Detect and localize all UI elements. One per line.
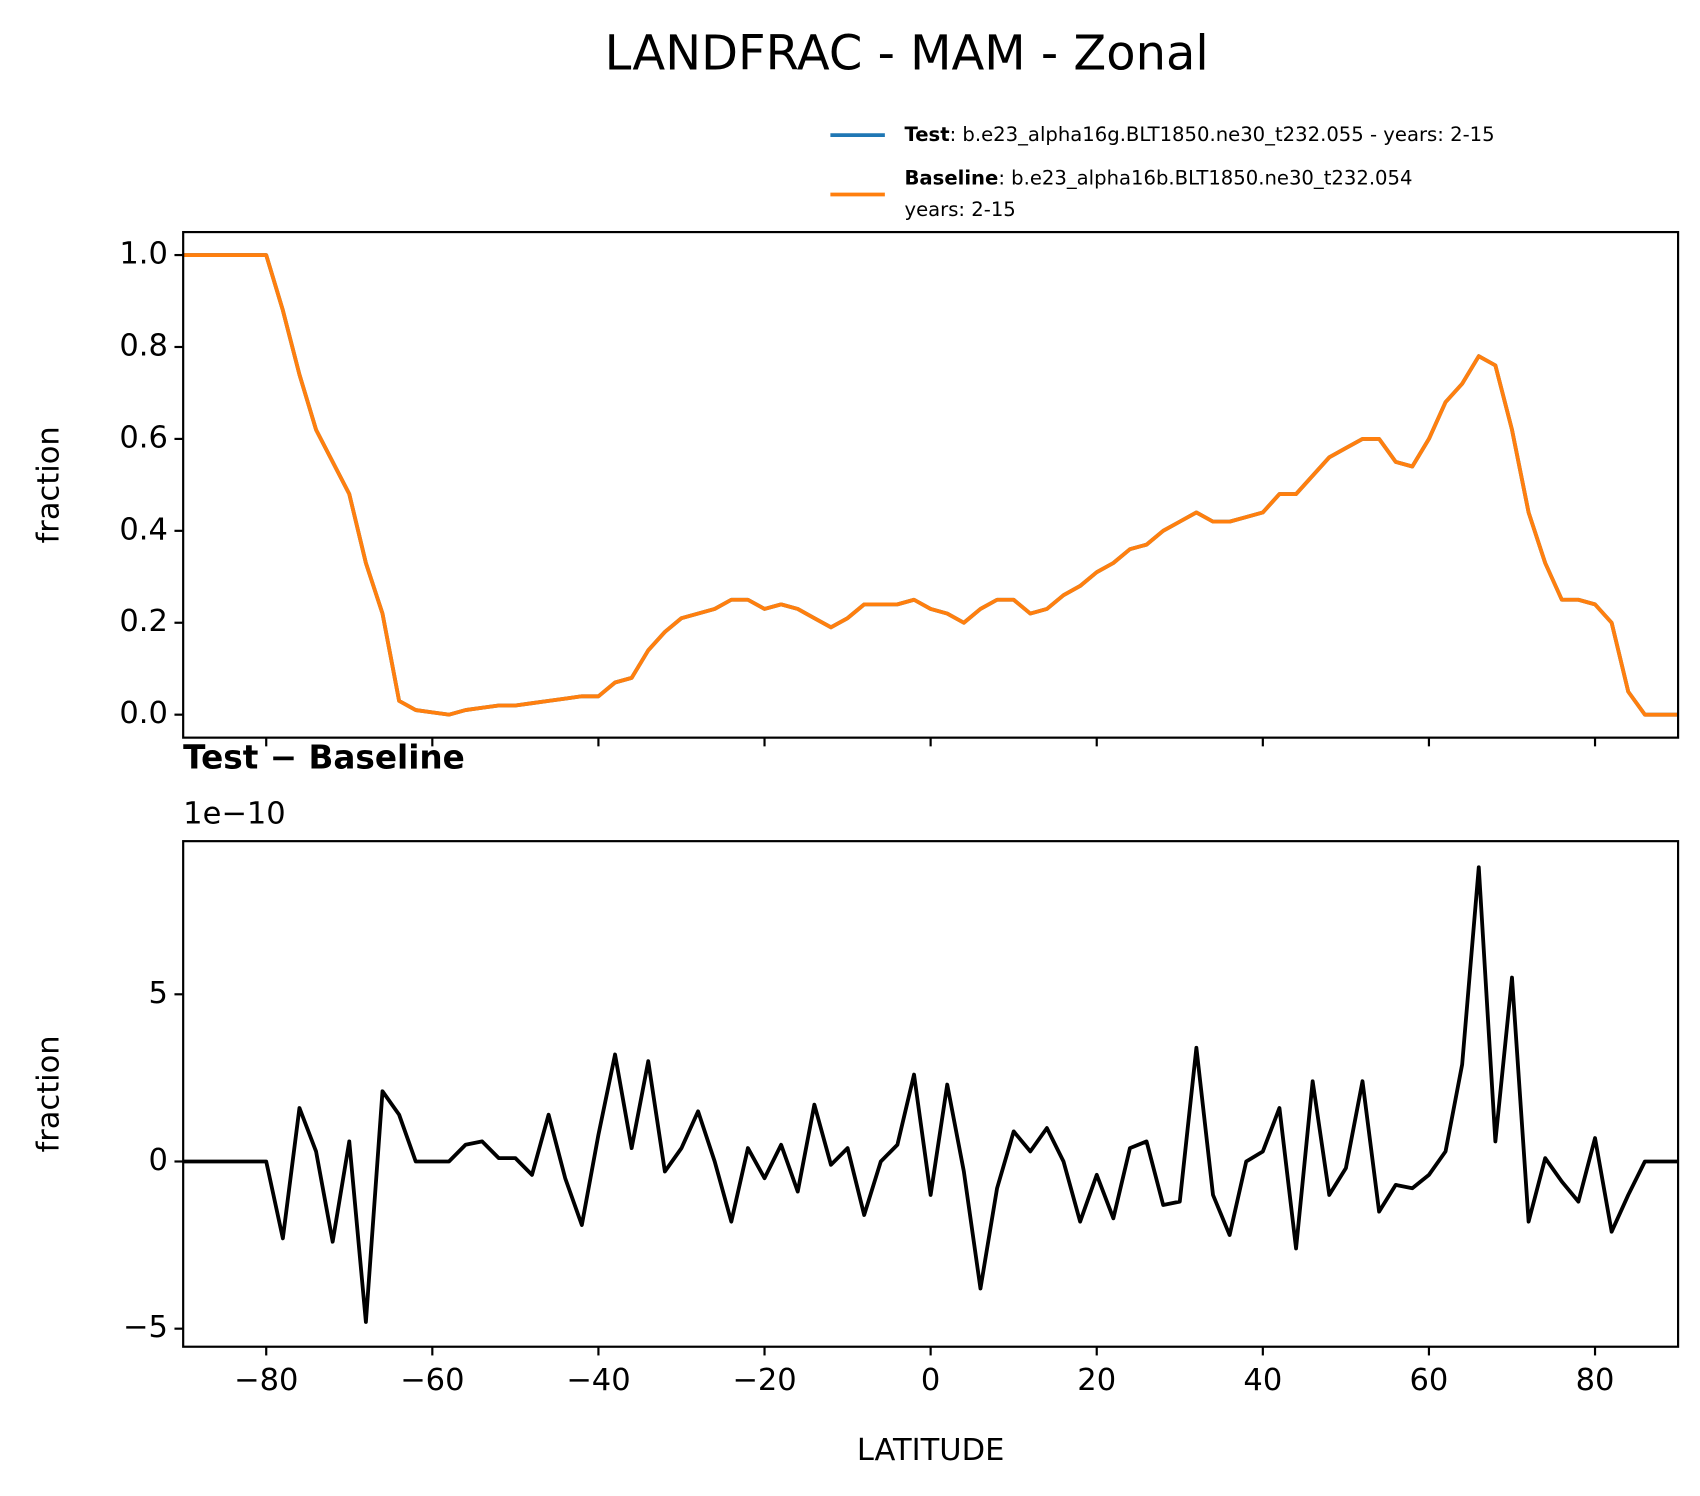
y-axis-label: fraction xyxy=(32,1035,67,1152)
y-tick-label: 5 xyxy=(149,976,168,1011)
y-tick-label: 0.8 xyxy=(119,328,168,363)
y-tick-label: 1.0 xyxy=(119,237,168,272)
y-tick-label: 0 xyxy=(149,1143,168,1178)
offset-label: 1e−10 xyxy=(183,797,286,832)
x-tick-label: −60 xyxy=(400,1363,464,1398)
legend-name: Baseline xyxy=(904,166,998,189)
subplot-title: Test − Baseline xyxy=(183,738,465,776)
axes-frame xyxy=(182,840,1680,1348)
legend-name: Test xyxy=(904,123,949,146)
x-tick-label: −80 xyxy=(234,1363,298,1398)
y-axis-label: fraction xyxy=(32,426,67,543)
legend-label: Baseline: b.e23_alpha16b.BLT1850.ne30_t2… xyxy=(904,166,1412,189)
legend-detail: : b.e23_alpha16b.BLT1850.ne30_t232.054 xyxy=(998,166,1412,189)
y-tick-label: 0.6 xyxy=(119,420,168,455)
series-line xyxy=(183,865,1679,1324)
x-tick-label: 40 xyxy=(1243,1363,1282,1398)
series-line xyxy=(183,253,1679,717)
x-tick-label: 80 xyxy=(1576,1363,1615,1398)
x-tick-label: 20 xyxy=(1077,1363,1116,1398)
legend-detail: : b.e23_alpha16g.BLT1850.ne30_t232.055 -… xyxy=(950,123,1495,146)
x-tick-label: 60 xyxy=(1410,1363,1449,1398)
y-tick-label: 0.2 xyxy=(119,604,168,639)
legend-label: Test: b.e23_alpha16g.BLT1850.ne30_t232.0… xyxy=(904,123,1494,146)
x-tick-label: 0 xyxy=(921,1363,940,1398)
y-tick-label: −5 xyxy=(123,1310,168,1345)
figure-title: LANDFRAC - MAM - Zonal xyxy=(605,27,1209,82)
x-axis-label: LATITUDE xyxy=(857,1433,1005,1468)
legend-detail: years: 2-15 xyxy=(904,198,1015,221)
x-tick-label: −20 xyxy=(732,1363,796,1398)
y-tick-label: 0.4 xyxy=(119,512,168,547)
axes-frame xyxy=(182,230,1680,739)
y-tick-label: 0.0 xyxy=(119,696,168,731)
x-tick-label: −40 xyxy=(566,1363,630,1398)
